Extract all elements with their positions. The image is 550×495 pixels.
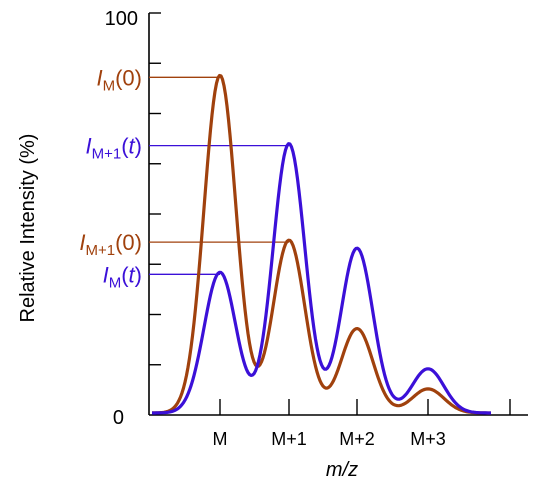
x-category-label: M+2 (339, 429, 375, 449)
x-category-label: M+1 (271, 429, 307, 449)
chart-axes (148, 13, 528, 416)
chart-labels: 0 100 M M+1 M+2 M+3 m/z Relative Intensity (%) I… (17, 8, 446, 481)
y-axis-title: Relative Intensity (%) (17, 134, 39, 323)
annotation-label-Mplus1-t: IM+1(t) (85, 134, 142, 163)
annotation-label-M-0: IM(0) (96, 65, 142, 94)
x-category-label: M+3 (410, 429, 446, 449)
series-line-t (151, 142, 492, 415)
series-line-t0 (151, 73, 492, 415)
annotation-label-Mplus1-0: IM+1(0) (79, 230, 142, 259)
annotation-guide-lines (149, 76, 289, 275)
series-curves (151, 73, 492, 415)
y-tick-label-100: 100 (105, 8, 138, 30)
annotation-label-M-t: IM(t) (103, 262, 142, 291)
y-tick-label-0: 0 (113, 407, 124, 429)
y-axis-ticks (149, 12, 511, 415)
x-category-label: M (213, 429, 228, 449)
x-axis-title: m/z (326, 459, 358, 481)
